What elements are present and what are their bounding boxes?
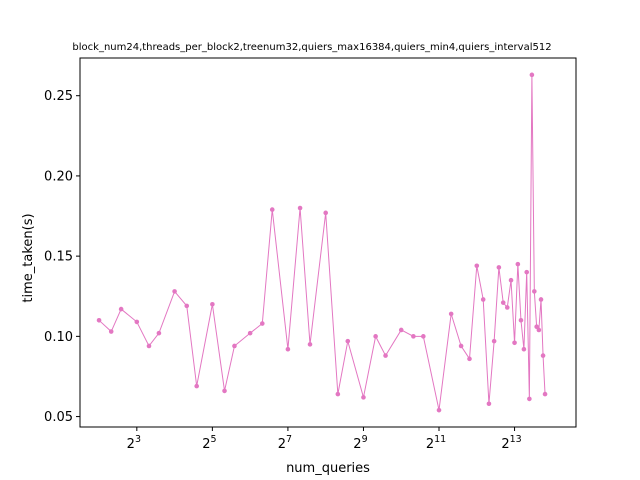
data-point — [500, 300, 506, 305]
y-axis-label: time_taken(s) — [21, 213, 36, 302]
y-tick-label: 0.25 — [44, 89, 73, 104]
data-point — [361, 395, 366, 400]
data-point — [436, 407, 442, 413]
data-point — [486, 401, 492, 407]
data-point — [421, 334, 426, 339]
data-point — [398, 327, 404, 333]
data-point — [508, 277, 514, 283]
plot-area: 0.05 0.10 0.15 0.20 0.25 23 25 27 29 211 213 — [44, 57, 577, 452]
x-tick-label: 213 — [501, 434, 521, 452]
x-tick-label: 211 — [426, 434, 446, 452]
data-point — [467, 356, 472, 362]
chart-title: block_num24,threads_per_block2,treenum32… — [72, 42, 551, 53]
data-point — [373, 334, 378, 339]
plot-frame — [79, 57, 577, 428]
data-point — [540, 353, 546, 358]
data-point — [504, 305, 510, 310]
data-point — [491, 338, 497, 344]
data-point — [532, 289, 537, 294]
data-point — [518, 318, 524, 323]
data-point — [529, 72, 535, 78]
data-point — [232, 343, 237, 349]
data-point — [247, 330, 253, 336]
data-point — [285, 346, 291, 352]
data-point — [474, 263, 480, 269]
x-tick-label: 23 — [127, 434, 141, 452]
data-point — [521, 346, 527, 352]
x-tick-label: 27 — [278, 434, 292, 452]
data-point — [383, 353, 388, 358]
data-point — [172, 289, 177, 294]
data-point — [297, 205, 303, 211]
data-point — [458, 343, 464, 349]
data-point — [307, 342, 313, 347]
y-tick-label: 0.20 — [44, 169, 73, 184]
data-point — [411, 334, 416, 339]
data-point — [448, 311, 454, 317]
data-point — [335, 391, 341, 397]
series-line — [98, 74, 546, 411]
data-point — [496, 265, 502, 270]
data-point — [512, 340, 517, 346]
data-point — [194, 383, 199, 389]
data-point — [184, 303, 190, 309]
data-point — [538, 297, 544, 302]
data-point — [118, 306, 124, 312]
data-point — [527, 396, 532, 402]
data-point — [96, 318, 102, 323]
data-point — [480, 297, 486, 302]
data-point — [524, 269, 530, 275]
y-tick-label: 0.15 — [44, 250, 73, 265]
x-tick-label: 25 — [202, 434, 216, 452]
data-point — [515, 261, 521, 267]
data-point — [210, 301, 215, 307]
y-tick-label: 0.10 — [44, 330, 73, 345]
data-point — [108, 329, 114, 334]
data-point — [323, 210, 328, 216]
data-point — [222, 388, 227, 394]
data-point — [542, 391, 548, 397]
x-axis-label: num_queries — [286, 461, 370, 476]
data-point — [269, 207, 275, 212]
data-point — [345, 338, 351, 344]
y-tick-label: 0.05 — [44, 410, 73, 425]
x-tick-label: 29 — [353, 434, 367, 452]
data-point — [156, 330, 162, 336]
data-point — [536, 327, 542, 333]
data-point — [134, 319, 140, 325]
data-point — [534, 324, 539, 330]
data-point — [146, 343, 152, 349]
data-point — [260, 321, 265, 326]
